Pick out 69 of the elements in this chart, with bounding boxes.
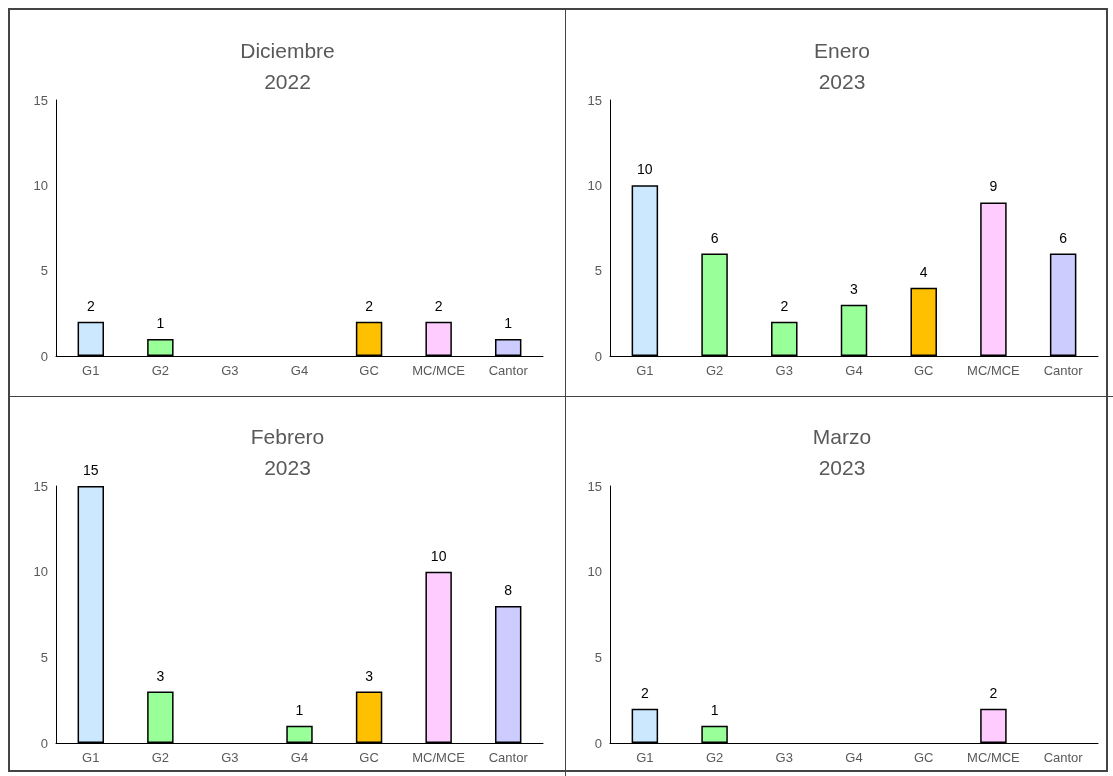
x-tick-label: GC <box>359 363 379 378</box>
data-label: 10 <box>637 161 653 178</box>
chart-title: Marzo 2023 <box>812 425 872 479</box>
x-tick-label: G3 <box>775 363 793 378</box>
x-tick-label: G3 <box>221 363 239 378</box>
data-label: 2 <box>989 684 998 701</box>
x-tick-label: GC <box>359 750 379 765</box>
y-tick-label: 5 <box>40 263 48 279</box>
y-tick-label: 15 <box>587 478 602 494</box>
y-tick-label: 5 <box>40 649 48 665</box>
data-label: 3 <box>850 280 859 297</box>
data-label: 3 <box>365 667 374 684</box>
chart-title: Febrero 2023 <box>250 425 325 479</box>
data-label: 2 <box>780 297 789 314</box>
x-tick-label: Cantor <box>488 750 529 765</box>
x-tick-label: G4 <box>290 363 309 378</box>
x-tick-label: G4 <box>845 363 863 378</box>
data-label: 1 <box>295 701 304 718</box>
data-label: 10 <box>430 547 447 564</box>
x-tick-label: G2 <box>705 363 724 378</box>
data-label: 2 <box>434 297 443 314</box>
x-tick-label: MC/MCE <box>412 750 466 765</box>
x-tick-label: G1 <box>636 750 654 765</box>
x-tick-label: GC <box>913 363 934 378</box>
data-label: 6 <box>1059 229 1068 246</box>
data-label: 1 <box>504 314 513 331</box>
x-tick-label: G2 <box>705 750 724 765</box>
y-tick-label: 15 <box>33 478 48 494</box>
y-tick-label: 10 <box>587 564 602 580</box>
y-tick-label: 15 <box>587 92 602 108</box>
x-tick-label: MC/MCE <box>412 363 466 378</box>
x-tick-label: G1 <box>82 363 100 378</box>
x-tick-label: G4 <box>290 750 309 765</box>
data-label: 8 <box>504 581 513 598</box>
x-tick-label: Cantor <box>1043 363 1084 378</box>
y-tick-label: 10 <box>587 177 602 193</box>
data-label: 9 <box>989 178 998 195</box>
data-label: 3 <box>156 667 165 684</box>
x-tick-label: G3 <box>221 750 239 765</box>
y-tick-label: 5 <box>594 263 602 279</box>
x-tick-label: Cantor <box>1043 750 1084 765</box>
y-tick-label: 10 <box>33 564 48 580</box>
y-tick-label: 0 <box>40 348 48 364</box>
chart-title: Enero 2023 <box>813 39 871 93</box>
y-tick-label: 0 <box>40 735 48 751</box>
y-tick-label: 0 <box>594 348 602 364</box>
data-label: 6 <box>710 229 719 246</box>
data-label: 4 <box>919 263 928 280</box>
data-label: 2 <box>640 684 649 701</box>
x-tick-label: G2 <box>151 750 170 765</box>
data-label: 1 <box>156 314 165 331</box>
y-tick-label: 10 <box>33 177 48 193</box>
x-tick-label: MC/MCE <box>967 363 1021 378</box>
chart-title: Diciembre 2022 <box>240 39 335 93</box>
data-label: 2 <box>365 297 374 314</box>
x-tick-label: Cantor <box>488 363 529 378</box>
y-tick-label: 15 <box>33 92 48 108</box>
y-tick-label: 5 <box>594 649 602 665</box>
y-tick-label: 0 <box>594 735 602 751</box>
data-label: 1 <box>710 701 719 718</box>
x-tick-label: G1 <box>636 363 654 378</box>
x-tick-label: G3 <box>775 750 793 765</box>
data-label: 15 <box>83 462 99 478</box>
x-tick-label: GC <box>913 750 934 765</box>
x-tick-label: MC/MCE <box>967 750 1021 765</box>
data-label: 2 <box>86 297 95 314</box>
x-tick-label: G1 <box>82 750 100 765</box>
x-tick-label: G4 <box>845 750 863 765</box>
x-tick-label: G2 <box>151 363 170 378</box>
